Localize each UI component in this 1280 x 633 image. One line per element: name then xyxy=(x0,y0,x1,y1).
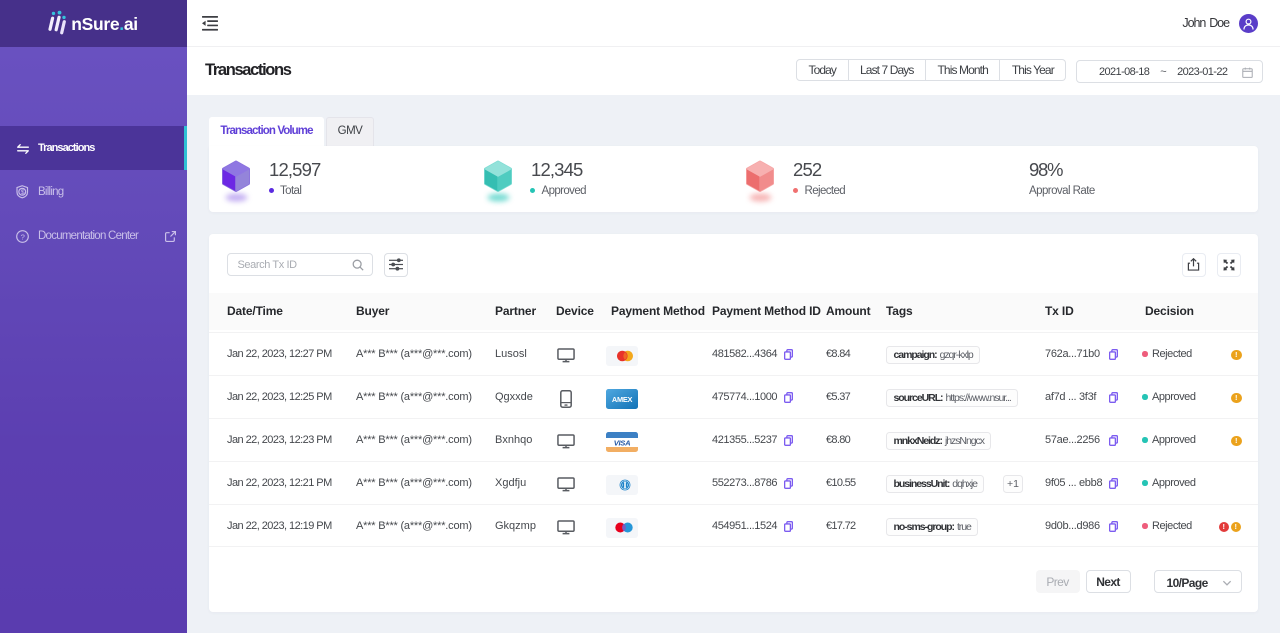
svg-text:VISA: VISA xyxy=(613,438,630,447)
svg-text:$: $ xyxy=(21,189,25,196)
svg-text:nSure.ai: nSure.ai xyxy=(71,14,138,34)
svg-text:AMEX: AMEX xyxy=(611,394,632,403)
svg-text:?: ? xyxy=(21,232,25,241)
